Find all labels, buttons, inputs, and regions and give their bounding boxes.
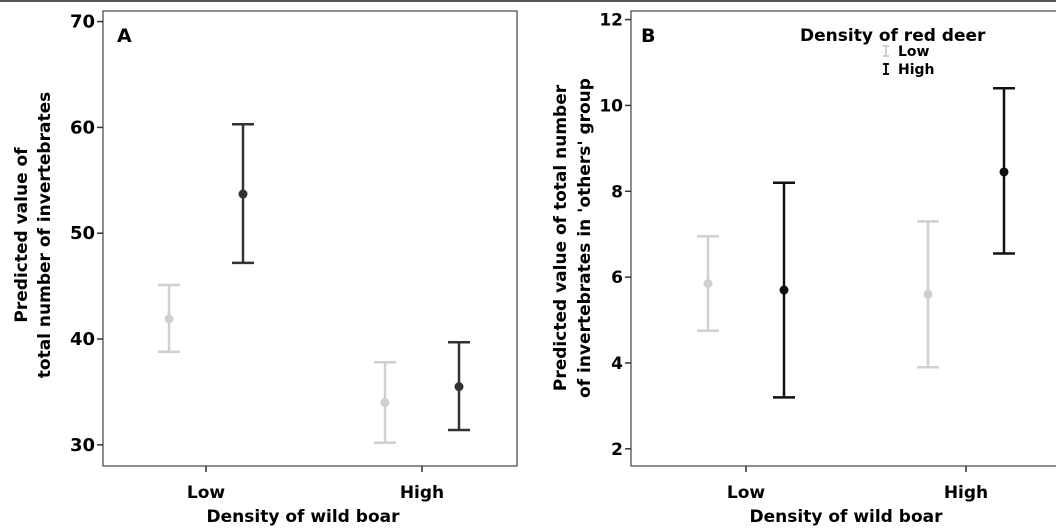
panel-b-label: B xyxy=(641,25,655,47)
panel-b-point-low xyxy=(703,279,713,289)
panel-a-y-tick-label: 50 xyxy=(70,223,95,244)
panel-a-y-axis-title-line-2: total number of invertebrates xyxy=(35,92,55,378)
panel-a-y-axis: 30 40 50 60 70 xyxy=(70,12,103,456)
panel-b-errorbar-low xyxy=(917,220,939,369)
panel-b-x-axis: Low High xyxy=(727,466,988,503)
panel-b-y-tick-label: 2 xyxy=(611,440,623,460)
top-border-line xyxy=(0,0,1056,2)
panel-b-x-tick-label: Low xyxy=(727,483,766,503)
panel-a-point-low xyxy=(164,314,174,324)
panel-b-y-axis-title-line-1: Predicted value of total number xyxy=(551,84,571,391)
legend: Density of red deer Low High xyxy=(800,26,986,78)
panel-a-x-axis-title: Density of wild boar xyxy=(207,507,401,527)
panel-a-plot-frame xyxy=(102,10,518,467)
panel-b-y-tick-label: 8 xyxy=(611,182,623,202)
panel-b-marks xyxy=(697,87,1015,399)
panel-b-y-tick-label: 4 xyxy=(611,354,623,374)
panel-a-point-high xyxy=(454,382,464,392)
panel-b-errorbar-high xyxy=(773,181,795,399)
panel-b-y-axis-title-line-2: of invertebrates in 'others' group xyxy=(575,78,595,398)
panel-b-point-high xyxy=(999,167,1009,177)
panel-a-point-high xyxy=(238,189,248,199)
panel-a-errorbar-low xyxy=(374,361,396,444)
panel-b-x-axis-title: Density of wild boar xyxy=(750,507,944,527)
panel-b-point-low xyxy=(923,289,933,299)
panel-a-label: A xyxy=(117,25,132,47)
legend-entry-label: Low xyxy=(898,44,930,60)
panel-a-y-tick-label: 70 xyxy=(70,12,95,33)
panel-a-point-low xyxy=(380,398,390,408)
panel-b-x-tick-label: High xyxy=(944,483,988,503)
legend-entry-low: Low xyxy=(883,44,930,60)
panel-a-y-tick-label: 40 xyxy=(70,329,95,350)
panel-a-x-tick-label: Low xyxy=(187,483,226,503)
panel-b-errorbar-high xyxy=(993,87,1015,255)
panel-a-y-tick-label: 30 xyxy=(70,435,95,456)
panel-b: B 2 4 6 8 10 12 Low High Predicted value of to… xyxy=(551,10,1056,527)
panel-b-plot-frame xyxy=(630,10,1056,467)
panel-a-x-axis: Low High xyxy=(187,466,444,503)
panel-a-errorbar-high xyxy=(232,122,254,265)
legend-entry-high: High xyxy=(883,62,935,78)
panel-a-x-tick-label: High xyxy=(400,483,444,503)
panel-b-y-tick-label: 10 xyxy=(599,96,623,116)
panel-a-y-axis-title-line-1: Predicted value of xyxy=(12,147,32,323)
panel-a-errorbar-low xyxy=(158,283,180,353)
legend-title: Density of red deer xyxy=(800,26,986,46)
panel-b-errorbar-low xyxy=(697,235,719,333)
panel-a-y-tick-label: 60 xyxy=(70,117,95,138)
panel-a-marks xyxy=(158,122,470,444)
panel-b-y-tick-label: 12 xyxy=(599,11,623,31)
legend-entry-label: High xyxy=(898,62,935,78)
panel-b-y-axis: 2 4 6 8 10 12 xyxy=(599,11,631,460)
legend-entries: Low High xyxy=(883,44,935,78)
panel-b-y-tick-label: 6 xyxy=(611,268,623,288)
panel-b-point-high xyxy=(779,285,789,295)
panel-a-errorbar-high xyxy=(448,340,470,432)
